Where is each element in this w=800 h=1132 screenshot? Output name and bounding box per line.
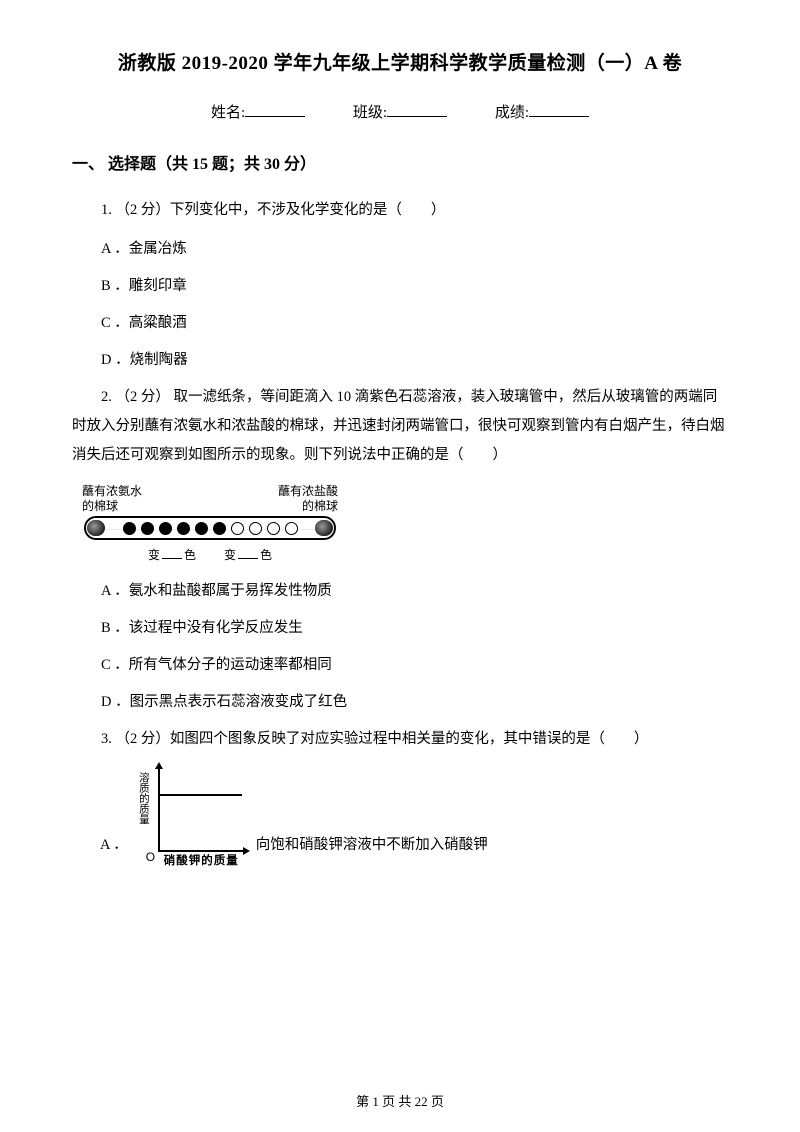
q2-dot-white (285, 522, 298, 535)
q3-a-text: 向饱和硝酸钾溶液中不断加入硝酸钾 (256, 833, 488, 864)
name-blank[interactable] (245, 116, 305, 117)
q2-dot-black (123, 522, 136, 535)
q3-origin: O (146, 850, 155, 864)
q2-dot-black (177, 522, 190, 535)
q2-option-d: D ．图示黑点表示石蕊溶液变成了红色 (72, 688, 728, 717)
q2-diagram: 蘸有浓氨水 的棉球 蘸有浓盐酸 的棉球 变色 变色 (80, 484, 728, 563)
q1-stem: 1. （2 分）下列变化中，不涉及化学变化的是（ ） (72, 196, 728, 225)
q2-left-label: 蘸有浓氨水 的棉球 (82, 484, 142, 514)
q2-dot-white (267, 522, 280, 535)
q1-option-b: B ．雕刻印章 (72, 272, 728, 301)
q3-a-prefix: A ． (100, 833, 128, 864)
q3-option-a: A ． 溶质的质量 O 硝酸钾的质量 向饱和硝酸钾溶液中不断加入硝酸钾 (100, 764, 728, 864)
page-footer: 第 1 页 共 22 页 (0, 1091, 800, 1110)
q1-option-c: C ．高粱酿酒 (72, 309, 728, 338)
q2-dot-black (141, 522, 154, 535)
score-blank[interactable] (529, 116, 589, 117)
q2-option-c: C ．所有气体分子的运动速率都相同 (72, 651, 728, 680)
student-info-line: 姓名: 班级: 成绩: (72, 101, 728, 122)
q2-stem: 2. （2 分） 取一滤纸条，等间距滴入 10 滴紫色石蕊溶液，装入玻璃管中，然… (72, 383, 728, 470)
q2-dot-white (231, 522, 244, 535)
q2-dot-black (213, 522, 226, 535)
q3-graph: 溶质的质量 O 硝酸钾的质量 (136, 764, 248, 864)
q2-bottom-labels: 变色 变色 (80, 546, 340, 563)
q2-endcap-left (87, 520, 105, 536)
q3-flatline (160, 794, 242, 796)
class-blank[interactable] (387, 116, 447, 117)
section-header: 一、 选择题（共 15 题；共 30 分） (72, 150, 728, 174)
q2-tube (84, 516, 336, 540)
q2-dot-white (249, 522, 262, 535)
q3-stem: 3. （2 分）如图四个图象反映了对应实验过程中相关量的变化，其中错误的是（ ） (72, 725, 728, 754)
q3-xlabel: 硝酸钾的质量 (164, 852, 239, 868)
q2-endcap-right (315, 520, 333, 536)
q1-option-d: D ．烧制陶器 (72, 346, 728, 375)
q2-dot-black (159, 522, 172, 535)
score-label: 成绩: (495, 105, 529, 121)
q1-option-a: A ．金属冶炼 (72, 235, 728, 264)
q2-right-label: 蘸有浓盐酸 的棉球 (278, 484, 338, 514)
q2-dot-black (195, 522, 208, 535)
exam-title: 浙教版 2019-2020 学年九年级上学期科学教学质量检测（一）A 卷 (72, 48, 728, 75)
name-label: 姓名: (211, 105, 245, 121)
q3-yaxis (158, 764, 160, 852)
class-label: 班级: (353, 105, 387, 121)
q3-ylabel: 溶质的质量 (138, 772, 149, 825)
q2-option-a: A ．氨水和盐酸都属于易挥发性物质 (72, 577, 728, 606)
q2-option-b: B ．该过程中没有化学反应发生 (72, 614, 728, 643)
